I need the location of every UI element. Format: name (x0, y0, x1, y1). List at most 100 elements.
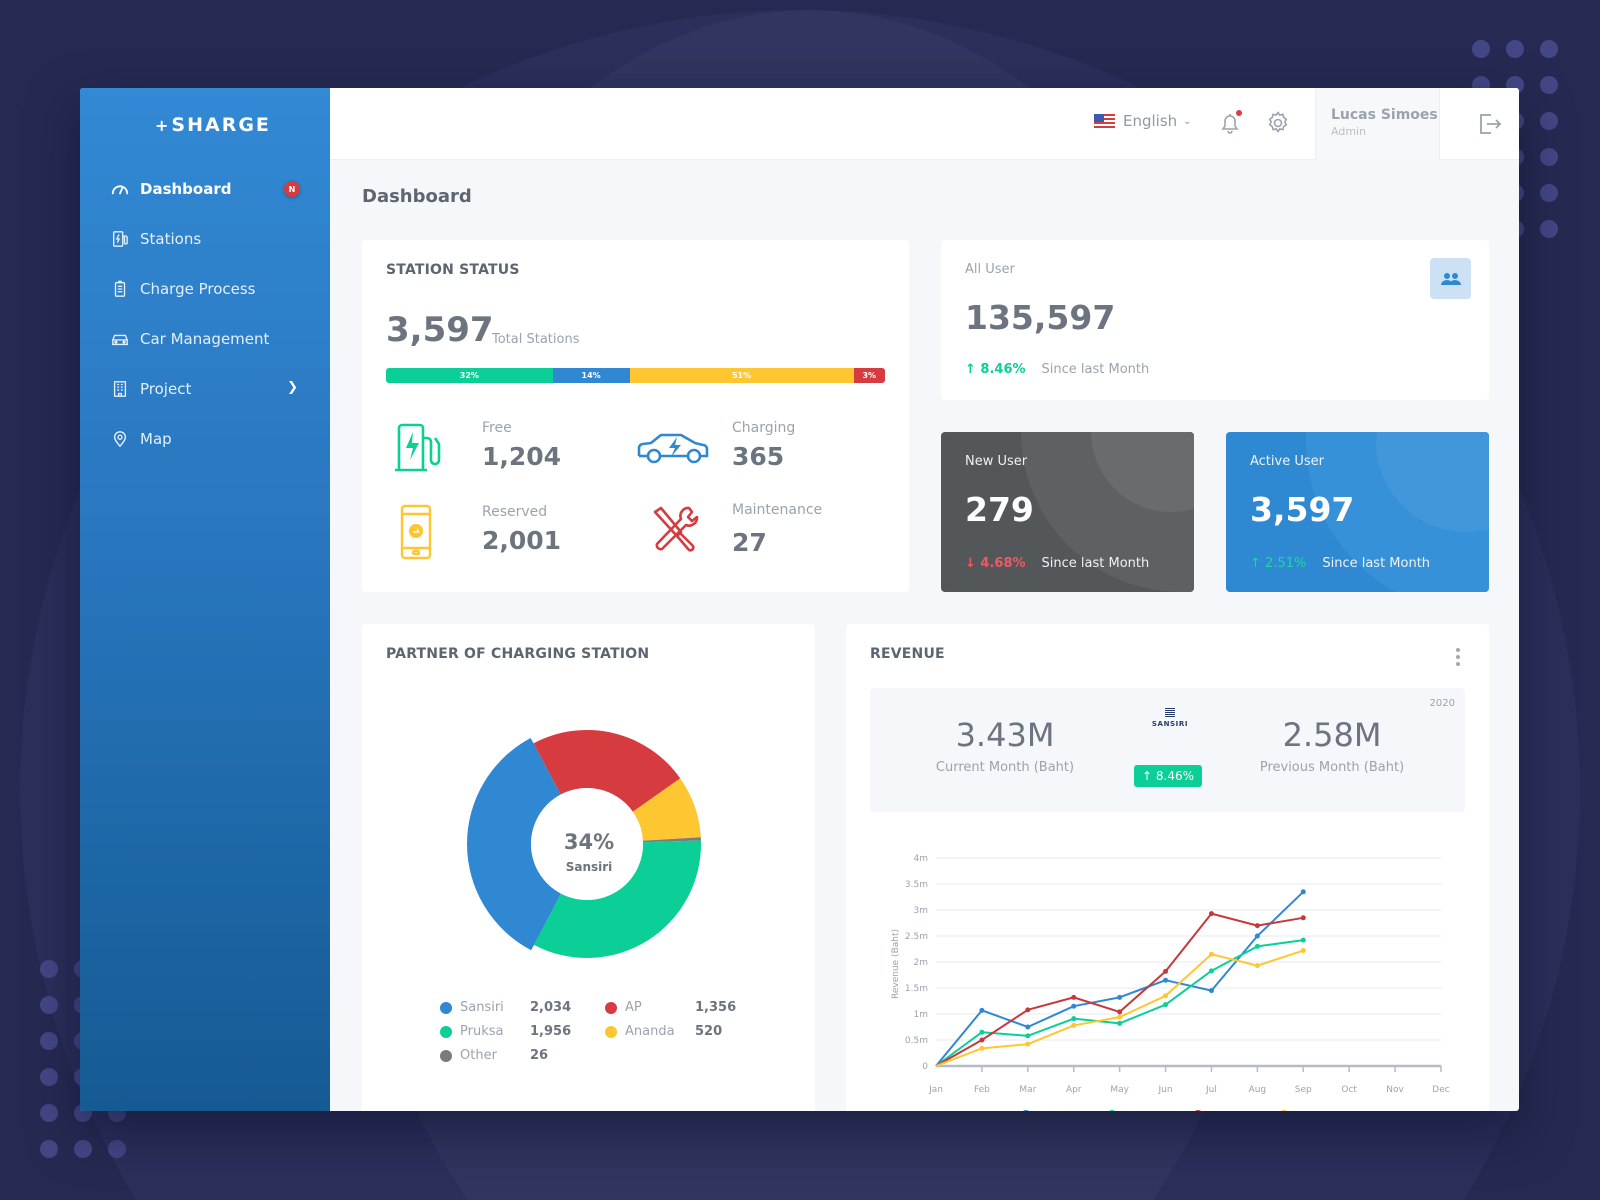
current-month-label: Current Month (Baht) (935, 760, 1075, 775)
donut-slice-pruksa[interactable] (533, 840, 701, 958)
electric-car-icon (636, 420, 712, 476)
legend-label[interactable]: AP (1208, 1109, 1223, 1111)
sidebar-item-dashboard[interactable]: Dashboard N (80, 164, 330, 214)
legend-dot (605, 1001, 617, 1014)
legend-item-ananda[interactable]: Ananda (605, 1024, 695, 1039)
stat-label: Maintenance (732, 502, 823, 518)
user-name: Lucas Simoes (1331, 107, 1438, 123)
new-user-value: 279 (965, 490, 1034, 529)
sidebar-item-project[interactable]: Project ❯ (80, 364, 330, 414)
donut-slice-ap[interactable] (533, 730, 681, 812)
more-options-button[interactable] (1455, 648, 1461, 666)
y-axis-label: Revenue (Baht) (891, 929, 901, 999)
active-user-label: Active User (1250, 454, 1324, 469)
partner-donut-chart[interactable]: 34% Sansiri (467, 724, 707, 964)
donut-center-label: Sansiri (565, 860, 613, 874)
sidebar-item-map[interactable]: Map (80, 414, 330, 464)
series-line-ananda[interactable] (935, 949, 1304, 1067)
y-tick-label: 0 (922, 1062, 928, 1072)
settings-button[interactable] (1265, 110, 1291, 136)
battery-icon (110, 279, 130, 299)
donut-slice-other[interactable] (642, 837, 701, 843)
new-user-label: New User (965, 454, 1028, 469)
stat-value: 1,204 (482, 442, 562, 471)
card-title: STATION STATUS (386, 262, 520, 278)
all-user-trend: ↑ 8.46% Since last Month (965, 362, 1149, 377)
x-tick-label: Apr (1066, 1085, 1082, 1095)
stat-label: Reserved (482, 504, 548, 520)
legend-item-ap[interactable]: AP (605, 1000, 695, 1015)
since-label: Since last Month (1041, 362, 1150, 377)
arrow-down-icon: ↓ (965, 556, 981, 571)
legend-label[interactable]: Pruksa (1122, 1109, 1159, 1111)
notifications-button[interactable] (1217, 110, 1243, 136)
progress-segment-reserved: 51% (629, 368, 854, 383)
legend-item-pruksa[interactable]: Pruksa (440, 1024, 530, 1039)
sidebar-item-label: Dashboard (140, 180, 232, 198)
revenue-summary: 2020 3.43M Current Month (Baht) SANSIRI … (870, 688, 1465, 812)
legend-label[interactable]: Sansiri (1036, 1109, 1073, 1111)
legend-dot (440, 1025, 452, 1038)
trend-up: ↑ 2.51% (1250, 556, 1307, 571)
new-user-trend: ↓ 4.68% Since last Month (965, 556, 1149, 571)
y-tick-label: 2m (914, 958, 929, 968)
users-button[interactable] (1430, 258, 1471, 299)
previous-month-revenue: 2.58M Previous Month (Baht) (1257, 716, 1407, 775)
stat-value: 2,001 (482, 526, 562, 555)
station-status-card: STATION STATUS 3,597 Total Stations 32% … (362, 240, 909, 592)
x-tick-label: Dec (1432, 1085, 1449, 1095)
legend-item-other[interactable]: Other (440, 1048, 530, 1063)
legend-item-sansiri[interactable]: Sansiri (440, 1000, 530, 1015)
sidebar-item-stations[interactable]: Stations (80, 214, 330, 264)
legend-dot (1109, 1110, 1115, 1111)
language-selector[interactable]: English ⌄ (1094, 112, 1192, 130)
legend-value: 26 (530, 1048, 549, 1063)
x-tick-label: Feb (974, 1085, 990, 1095)
donut-slice-ananda[interactable] (632, 778, 701, 841)
sidebar-item-label: Car Management (140, 330, 270, 348)
bell-icon (1221, 114, 1239, 134)
donut-svg (467, 730, 701, 958)
sidebar-item-charge-process[interactable]: Charge Process (80, 264, 330, 314)
notification-dot (1236, 110, 1242, 116)
arrow-up-icon: ↑ (1250, 556, 1266, 571)
previous-month-label: Previous Month (Baht) (1259, 760, 1405, 775)
all-user-value: 135,597 (965, 298, 1116, 337)
since-label: Since last Month (1322, 556, 1431, 571)
map-pin-icon (110, 429, 130, 449)
y-tick-label: 1m (914, 1010, 929, 1020)
x-tick-label: Mar (1019, 1085, 1036, 1095)
building-icon (110, 379, 130, 399)
legend-dot (1281, 1110, 1287, 1111)
x-tick-label: Aug (1249, 1085, 1267, 1095)
user-role: Admin (1331, 125, 1367, 138)
donut-center-percent: 34% (563, 830, 615, 854)
revenue-line-chart[interactable]: 0 0.5m 1m 1.5m 2m 2.5m 3m 3.5m 4m Revenue (Baht) J… (846, 824, 1489, 1111)
legend-value: 1,356 (695, 1000, 737, 1015)
all-user-label: All User (965, 262, 1015, 277)
y-tick-label: 3m (914, 906, 929, 916)
active-user-card: Active User 3,597 ↑ 2.51% Since last Mon… (1226, 432, 1489, 592)
donut-center: 34% Sansiri (533, 802, 645, 914)
logout-button[interactable] (1477, 111, 1503, 137)
sidebar: +SHARGE Dashboard N Stations Charge Proc… (80, 88, 330, 1111)
since-label: Since last Month (1041, 556, 1150, 571)
app-logo[interactable]: +SHARGE (155, 114, 271, 136)
active-user-value: 3,597 (1250, 490, 1355, 529)
legend-value: 1,956 (530, 1024, 572, 1039)
legend-dot (1195, 1110, 1201, 1111)
arrow-up-icon: ↑ (965, 362, 981, 377)
progress-segment-charging: 14% (552, 368, 630, 383)
sidebar-item-label: Stations (140, 230, 202, 248)
previous-month-value: 2.58M (1282, 716, 1382, 754)
donut-slice-sansiri[interactable] (467, 738, 561, 951)
card-title: REVENUE (870, 646, 945, 662)
user-profile[interactable]: Lucas Simoes Admin (1315, 88, 1440, 160)
progress-segment-maintenance: 3% (853, 368, 885, 383)
x-tick-label: Oct (1341, 1085, 1357, 1095)
charging-station-icon (110, 229, 130, 249)
sidebar-item-car-management[interactable]: Car Management (80, 314, 330, 364)
revenue-year: 2020 (1429, 698, 1455, 709)
sidebar-item-label: Project (140, 380, 192, 398)
legend-label[interactable]: Ananda (1294, 1109, 1336, 1111)
